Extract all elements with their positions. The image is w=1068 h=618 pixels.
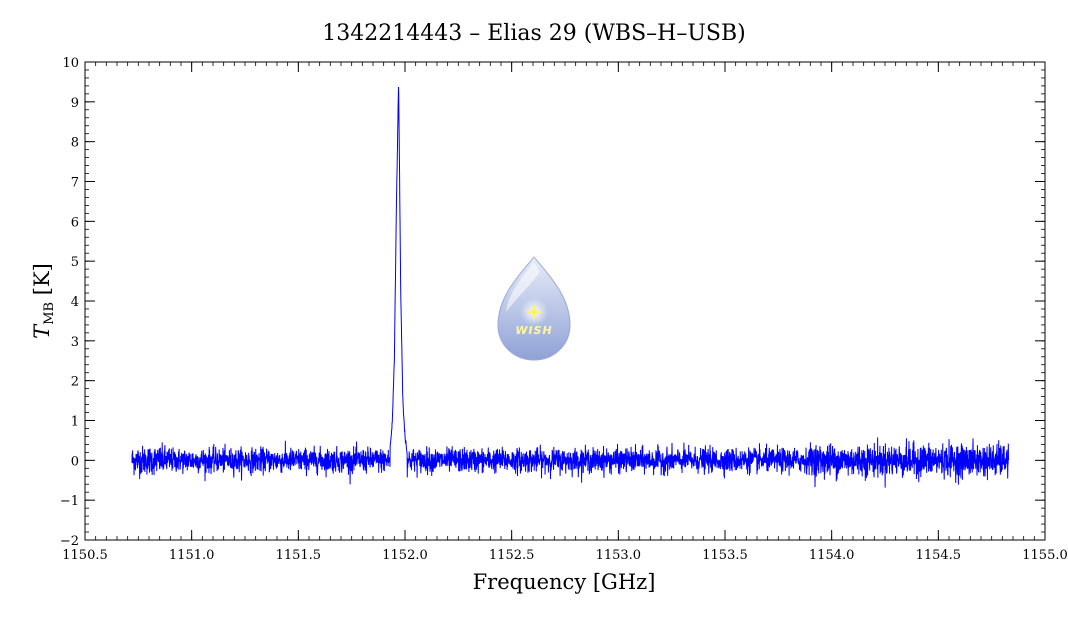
spectrum-line [131, 86, 1010, 488]
y-tick-label: 6 [71, 215, 79, 230]
y-tick-label: 10 [62, 56, 79, 71]
plot-area: 1150.5 1151.0 1151.5 1152.0 1152.5 1153.0 1153… [60, 56, 1068, 563]
y-tick-label: 9 [71, 96, 79, 111]
x-tick-label: 1151.0 [169, 548, 215, 563]
x-tick-label: 1155.0 [1022, 548, 1068, 563]
y-tick-label: 2 [71, 375, 79, 390]
y-axis-label-sub: MB [42, 302, 57, 325]
x-tick-label: 1151.5 [276, 548, 322, 563]
y-tick-label: 3 [71, 335, 79, 350]
y-axis-label-main: T [30, 323, 54, 339]
y-tick-label: −2 [60, 534, 79, 549]
x-tick-label: 1154.0 [809, 548, 855, 563]
x-tick-label: 1154.5 [916, 548, 962, 563]
chart-title: 1342214443 – Elias 29 (WBS–H–USB) [322, 21, 745, 46]
y-tick-label: 8 [71, 136, 79, 151]
x-tick-label: 1150.5 [62, 548, 108, 563]
y-tick-label: 7 [71, 176, 79, 191]
x-tick-label: 1153.0 [596, 548, 642, 563]
y-tick-label: 0 [71, 454, 79, 469]
y-tick-label: 1 [71, 415, 79, 430]
y-tick-label: 4 [71, 295, 79, 310]
y-tick-label: 5 [71, 255, 79, 270]
y-axis-label-unit: [K] [30, 263, 54, 302]
y-tick-label: −1 [60, 494, 79, 509]
logo-text: WISH [515, 324, 552, 337]
x-axis-label: Frequency [GHz] [473, 570, 656, 594]
x-tick-label: 1152.0 [382, 548, 428, 563]
y-axis-label: TMB [K] [30, 263, 57, 339]
wish-drop-logo: WISH [497, 256, 571, 361]
star-icon [525, 303, 543, 321]
x-tick-label: 1153.5 [702, 548, 748, 563]
x-tick-label: 1152.5 [489, 548, 535, 563]
